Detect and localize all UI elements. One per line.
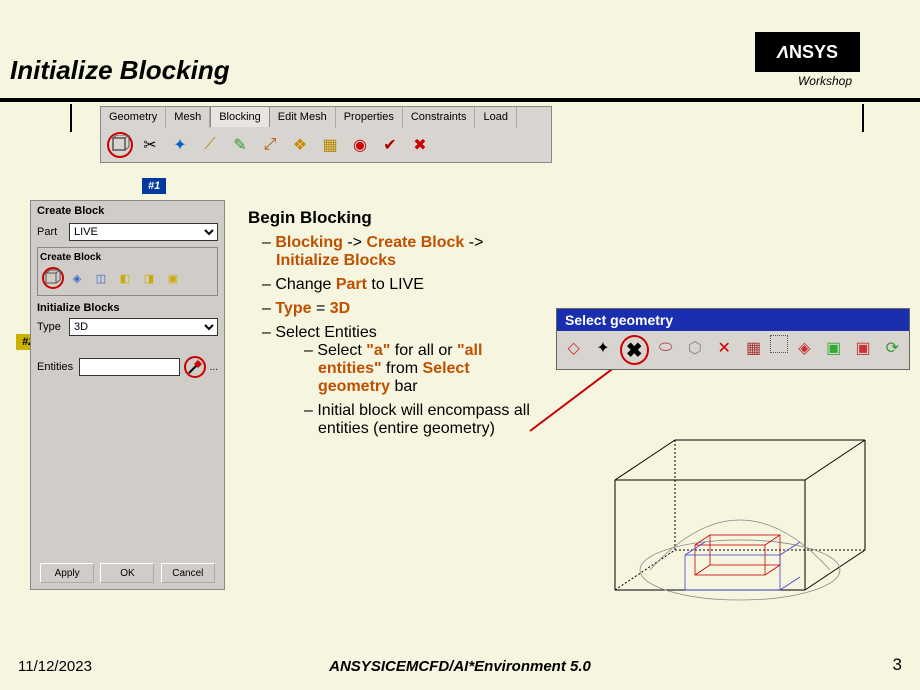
panel-title: Create Block xyxy=(31,201,224,221)
merge-vertices-icon[interactable]: ✦ xyxy=(167,132,193,158)
badge-1: #1 xyxy=(142,178,166,194)
tab-blocking[interactable]: Blocking xyxy=(210,106,270,127)
block-type4-icon[interactable]: ◧ xyxy=(114,267,136,289)
part-select[interactable]: LIVE xyxy=(69,223,218,241)
edit-edge-icon[interactable]: ⟋ xyxy=(197,132,223,158)
panel-buttons: Apply OK Cancel xyxy=(31,563,224,583)
type-row: Type 3D xyxy=(31,316,224,338)
divider-right-stub xyxy=(862,104,864,132)
create-block-icons: ◈ ◫ ◧ ◨ ▣ xyxy=(40,265,215,291)
associate-icon[interactable]: ✎ xyxy=(227,132,253,158)
edit-block-icon[interactable]: ▦ xyxy=(317,132,343,158)
block-type5-icon[interactable]: ◨ xyxy=(138,267,160,289)
sel-surface-icon[interactable]: ⬭ xyxy=(653,335,678,361)
ok-button[interactable]: OK xyxy=(100,563,154,583)
logo: ΛNSYS xyxy=(755,32,860,72)
sel-region-icon[interactable]: ▦ xyxy=(741,335,766,361)
body-item-3: Type = 3D xyxy=(262,300,538,318)
block-type3-icon[interactable]: ◫ xyxy=(90,267,112,289)
sel-part-icon[interactable]: ✕ xyxy=(712,335,737,361)
sel-green-icon[interactable]: ▣ xyxy=(821,335,846,361)
slide-title: Initialize Blocking xyxy=(10,55,230,86)
create-block-icon[interactable] xyxy=(107,132,133,158)
logo-text: ΛNSYS xyxy=(777,42,838,63)
select-geometry-icons: ◇ ✦ ✖ ⬭ ⬡ ✕ ▦ ◈ ▣ ▣ ⟳ xyxy=(557,331,909,369)
move-vertex-icon[interactable]: ⤢ xyxy=(257,132,283,158)
tab-row: Geometry Mesh Blocking Edit Mesh Propert… xyxy=(101,107,551,128)
select-geometry-bar: Select geometry ◇ ✦ ✖ ⬭ ⬡ ✕ ▦ ◈ ▣ ▣ ⟳ xyxy=(556,308,910,370)
sel-body-icon[interactable]: ⬡ xyxy=(682,335,707,361)
main-tabbar: Geometry Mesh Blocking Edit Mesh Propert… xyxy=(100,106,552,163)
initialize-blocks-icon[interactable] xyxy=(42,267,64,289)
more-icon[interactable]: ... xyxy=(210,362,218,373)
wireframe-diagram xyxy=(575,430,885,640)
block-type6-icon[interactable]: ▣ xyxy=(162,267,184,289)
body-item-2: Change Part to LIVE xyxy=(262,276,538,294)
body-subitem-1: Select "a" for all or "all entities" fro… xyxy=(304,342,538,396)
divider-left-stub xyxy=(70,104,72,132)
check-icon[interactable]: ✔ xyxy=(377,132,403,158)
create-block-subbox: Create Block ◈ ◫ ◧ ◨ ▣ xyxy=(37,247,218,296)
sel-poly-icon[interactable]: ◈ xyxy=(792,335,817,361)
blocking-toolbar: ✂ ✦ ⟋ ✎ ⤢ ❖ ▦ ◉ ✔ ✖ xyxy=(101,128,551,162)
create-block-panel: Create Block Part LIVE Create Block ◈ ◫ … xyxy=(30,200,225,590)
tab-geometry[interactable]: Geometry xyxy=(101,107,166,128)
tab-constraints[interactable]: Constraints xyxy=(403,107,476,128)
delete-block-icon[interactable]: ✖ xyxy=(407,132,433,158)
body-subitem-2: Initial block will encompass all entitie… xyxy=(304,402,538,438)
sel-help-icon[interactable]: ⟳ xyxy=(880,335,905,361)
sel-red-icon[interactable]: ▣ xyxy=(850,335,875,361)
footer-page: 3 xyxy=(893,655,902,675)
apply-button[interactable]: Apply xyxy=(40,563,94,583)
footer-center: ANSYSICEMCFD/AI*Environment 5.0 xyxy=(0,658,920,675)
part-row: Part LIVE xyxy=(31,221,224,243)
initialize-blocks-title: Initialize Blocks xyxy=(31,300,224,316)
entities-row: Entities ... xyxy=(31,354,224,380)
sel-box-icon[interactable] xyxy=(770,335,788,353)
tab-mesh[interactable]: Mesh xyxy=(166,107,210,128)
transform-icon[interactable]: ❖ xyxy=(287,132,313,158)
entities-input[interactable] xyxy=(79,358,180,376)
body-item-4: Select Entities Select "a" for all or "a… xyxy=(262,324,538,438)
subbox-title: Create Block xyxy=(40,252,215,263)
body-text: Begin Blocking Blocking -> Create Block … xyxy=(248,208,538,444)
tab-properties[interactable]: Properties xyxy=(336,107,403,128)
block-type2-icon[interactable]: ◈ xyxy=(66,267,88,289)
tab-load[interactable]: Load xyxy=(475,107,516,128)
logo-caption: Workshop xyxy=(798,74,852,88)
body-heading: Begin Blocking xyxy=(248,208,538,228)
select-geometry-title: Select geometry xyxy=(557,309,909,331)
split-block-icon[interactable]: ✂ xyxy=(137,132,163,158)
sel-all-icon[interactable]: ✖ xyxy=(620,335,649,365)
divider-main xyxy=(0,98,920,102)
arrow-line xyxy=(529,364,618,432)
body-item-1: Blocking -> Create Block -> Initialize B… xyxy=(262,234,538,270)
type-select[interactable]: 3D xyxy=(69,318,218,336)
type-label: Type xyxy=(37,321,65,333)
entities-label: Entities xyxy=(37,361,75,373)
sel-point-icon[interactable]: ◇ xyxy=(561,335,586,361)
cancel-button[interactable]: Cancel xyxy=(161,563,215,583)
premesh-icon[interactable]: ◉ xyxy=(347,132,373,158)
select-entities-icon[interactable] xyxy=(184,356,206,378)
tab-editmesh[interactable]: Edit Mesh xyxy=(270,107,336,128)
sel-curve-icon[interactable]: ✦ xyxy=(590,335,615,361)
part-label: Part xyxy=(37,226,65,238)
